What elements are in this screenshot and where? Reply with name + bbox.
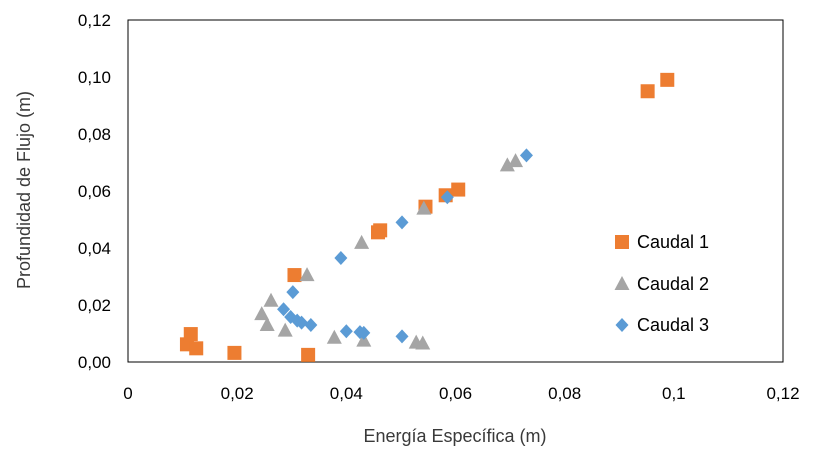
x-axis-title: Energía Específica (m) [363, 426, 546, 446]
data-point-triangle [299, 267, 315, 282]
x-tick-label: 0,02 [221, 384, 254, 403]
data-point-square [189, 341, 204, 356]
data-point-diamond [304, 317, 318, 332]
data-point-triangle [277, 322, 293, 337]
data-point-triangle [499, 157, 515, 172]
x-tick-label: 0,1 [662, 384, 686, 403]
data-point-triangle [416, 200, 432, 215]
plot-area-frame [127, 19, 784, 363]
data-point-square [301, 347, 316, 362]
data-point-square [640, 84, 655, 99]
data-point-triangle [415, 335, 431, 350]
x-tick-label: 0 [123, 384, 132, 403]
legend-marker-diamond [615, 318, 629, 332]
data-point-triangle [254, 306, 270, 321]
data-point-square [451, 182, 466, 197]
y-axis-ticks: 0,00 0,02 0,04 0,06 0,08 0,10 0,12 [78, 11, 111, 372]
legend-marker-square [615, 235, 629, 249]
data-point-diamond [357, 325, 371, 340]
data-point-diamond [277, 302, 291, 317]
y-tick-label: 0,12 [78, 11, 111, 30]
y-tick-label: 0,08 [78, 125, 111, 144]
legend-label: Caudal 3 [637, 315, 709, 335]
legend-label: Caudal 1 [637, 232, 709, 252]
data-point-triangle [326, 329, 342, 344]
data-point-square [660, 72, 675, 87]
x-tick-label: 0,04 [330, 384, 363, 403]
y-tick-label: 0,04 [78, 239, 111, 258]
data-point-triangle [508, 153, 524, 168]
y-tick-label: 0,02 [78, 296, 111, 315]
data-point-diamond [440, 190, 454, 205]
legend: Caudal 1 Caudal 2 Caudal 3 [614, 232, 709, 335]
legend-label: Caudal 2 [637, 274, 709, 294]
data-point-square [183, 327, 198, 342]
data-point-triangle [354, 234, 370, 249]
data-point-square [373, 223, 388, 238]
y-tick-label: 0,10 [78, 68, 111, 87]
data-point-square [287, 268, 302, 283]
data-point-triangle [263, 292, 279, 307]
y-axis-title: Profundidad de Flujo (m) [14, 91, 34, 289]
data-point-diamond [339, 324, 353, 339]
x-tick-label: 0,06 [439, 384, 472, 403]
data-point-diamond [295, 315, 309, 330]
data-point-diamond [519, 148, 533, 163]
y-tick-label: 0,00 [78, 353, 111, 372]
data-point-diamond [334, 250, 348, 265]
data-point-diamond [286, 285, 300, 300]
x-tick-label: 0,08 [548, 384, 581, 403]
legend-marker-triangle [614, 276, 630, 290]
data-point-square [227, 345, 242, 360]
data-point-diamond [395, 215, 409, 230]
data-point-diamond [395, 329, 409, 344]
x-axis-ticks: 0 0,02 0,04 0,06 0,08 0,1 0,12 [123, 384, 799, 403]
y-tick-label: 0,06 [78, 182, 111, 201]
data-points [179, 72, 675, 362]
x-tick-label: 0,12 [766, 384, 799, 403]
data-point-triangle [259, 316, 275, 331]
